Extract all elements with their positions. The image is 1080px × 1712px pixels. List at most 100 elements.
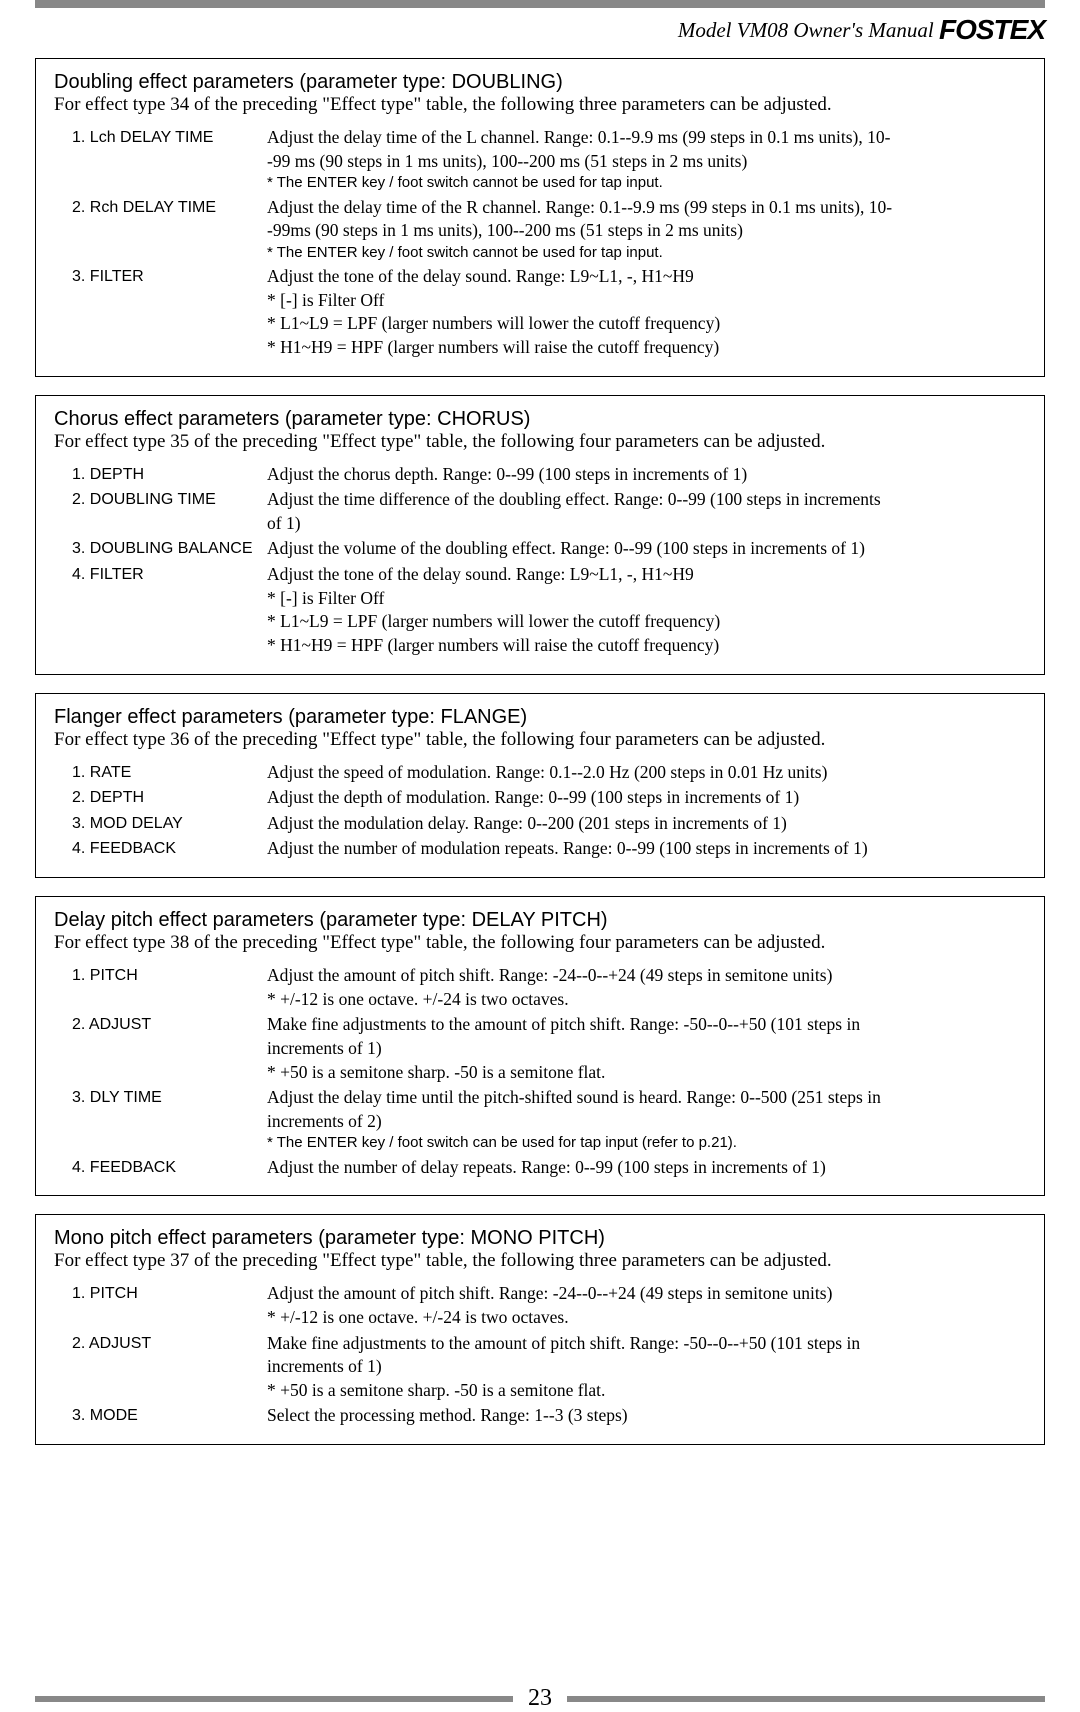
- param-name: 2. ADJUST: [72, 1013, 267, 1084]
- param-row: 1. DEPTHAdjust the chorus depth. Range: …: [72, 463, 1026, 487]
- param-line: * +50 is a semitone sharp. -50 is a semi…: [267, 1379, 1026, 1403]
- param-line: -99ms (90 steps in 1 ms units), 100--200…: [267, 219, 1026, 243]
- footer-line-left: [35, 1696, 513, 1702]
- section-title: Doubling effect parameters (parameter ty…: [54, 71, 1026, 94]
- param-description: Adjust the amount of pitch shift. Range:…: [267, 1282, 1026, 1329]
- param-description: Make fine adjustments to the amount of p…: [267, 1013, 1026, 1084]
- brand-logo: FOSTEX: [939, 14, 1045, 45]
- param-name: 1. PITCH: [72, 1282, 267, 1329]
- parameter-section: Chorus effect parameters (parameter type…: [35, 395, 1045, 675]
- param-description: Adjust the delay time of the R channel. …: [267, 196, 1026, 264]
- param-name: 1. Lch DELAY TIME: [72, 126, 267, 194]
- param-description: Adjust the number of modulation repeats.…: [267, 837, 1026, 861]
- param-line: -99 ms (90 steps in 1 ms units), 100--20…: [267, 150, 1026, 174]
- param-line: of 1): [267, 512, 1026, 536]
- param-name: 3. MOD DELAY: [72, 812, 267, 836]
- param-row: 4. FILTERAdjust the tone of the delay so…: [72, 563, 1026, 658]
- param-description: Adjust the number of delay repeats. Rang…: [267, 1156, 1026, 1180]
- param-line: * The ENTER key / foot switch cannot be …: [267, 243, 1026, 263]
- param-row: 2. DOUBLING TIMEAdjust the time differen…: [72, 488, 1026, 535]
- section-subtitle: For effect type 35 of the preceding "Eff…: [54, 431, 1026, 453]
- section-title: Delay pitch effect parameters (parameter…: [54, 909, 1026, 932]
- param-row: 2. ADJUSTMake fine adjustments to the am…: [72, 1332, 1026, 1403]
- param-description: Adjust the chorus depth. Range: 0--99 (1…: [267, 463, 1026, 487]
- parameter-section: Doubling effect parameters (parameter ty…: [35, 58, 1045, 377]
- param-line: Adjust the delay time of the R channel. …: [267, 196, 1026, 220]
- parameter-section: Flanger effect parameters (parameter typ…: [35, 693, 1045, 879]
- param-line: * [-] is Filter Off: [267, 587, 1026, 611]
- param-row: 2. ADJUSTMake fine adjustments to the am…: [72, 1013, 1026, 1084]
- section-title: Chorus effect parameters (parameter type…: [54, 408, 1026, 431]
- param-name: 3. DLY TIME: [72, 1086, 267, 1154]
- header-bar: [35, 0, 1045, 8]
- param-description: Adjust the tone of the delay sound. Rang…: [267, 563, 1026, 658]
- param-line: increments of 1): [267, 1037, 1026, 1061]
- param-name: 2. DOUBLING TIME: [72, 488, 267, 535]
- param-name: 3. MODE: [72, 1404, 267, 1428]
- param-line: * L1~L9 = LPF (larger numbers will lower…: [267, 312, 1026, 336]
- param-line: * +50 is a semitone sharp. -50 is a semi…: [267, 1061, 1026, 1085]
- param-row: 3. MODESelect the processing method. Ran…: [72, 1404, 1026, 1428]
- param-line: * +/-12 is one octave. +/-24 is two octa…: [267, 1306, 1026, 1330]
- param-name: 2. Rch DELAY TIME: [72, 196, 267, 264]
- param-description: Adjust the delay time of the L channel. …: [267, 126, 1026, 194]
- param-line: Make fine adjustments to the amount of p…: [267, 1013, 1026, 1037]
- param-row: 3. DOUBLING BALANCEAdjust the volume of …: [72, 537, 1026, 561]
- param-line: Adjust the amount of pitch shift. Range:…: [267, 964, 1026, 988]
- param-description: Select the processing method. Range: 1--…: [267, 1404, 1026, 1428]
- param-row: 4. FEEDBACKAdjust the number of delay re…: [72, 1156, 1026, 1180]
- page-header: Model VM08 Owner's Manual FOSTEX: [0, 14, 1080, 58]
- param-row: 1. Lch DELAY TIMEAdjust the delay time o…: [72, 126, 1026, 194]
- section-title: Flanger effect parameters (parameter typ…: [54, 706, 1026, 729]
- param-line: Select the processing method. Range: 1--…: [267, 1404, 1026, 1428]
- param-description: Adjust the tone of the delay sound. Rang…: [267, 265, 1026, 360]
- param-name: 3. DOUBLING BALANCE: [72, 537, 267, 561]
- section-title: Mono pitch effect parameters (parameter …: [54, 1227, 1026, 1250]
- param-line: Make fine adjustments to the amount of p…: [267, 1332, 1026, 1356]
- param-name: 4. FILTER: [72, 563, 267, 658]
- param-row: 3. DLY TIMEAdjust the delay time until t…: [72, 1086, 1026, 1154]
- param-name: 3. FILTER: [72, 265, 267, 360]
- param-description: Adjust the depth of modulation. Range: 0…: [267, 786, 1026, 810]
- param-line: * H1~H9 = HPF (larger numbers will raise…: [267, 634, 1026, 658]
- manual-title: Model VM08 Owner's Manual: [678, 18, 934, 42]
- param-line: Adjust the tone of the delay sound. Rang…: [267, 265, 1026, 289]
- param-row: 1. PITCHAdjust the amount of pitch shift…: [72, 964, 1026, 1011]
- param-line: Adjust the depth of modulation. Range: 0…: [267, 786, 1026, 810]
- param-description: Adjust the volume of the doubling effect…: [267, 537, 1026, 561]
- section-subtitle: For effect type 34 of the preceding "Eff…: [54, 94, 1026, 116]
- param-line: * +/-12 is one octave. +/-24 is two octa…: [267, 988, 1026, 1012]
- param-line: Adjust the number of delay repeats. Rang…: [267, 1156, 1026, 1180]
- param-name: 2. DEPTH: [72, 786, 267, 810]
- param-description: Adjust the time difference of the doubli…: [267, 488, 1026, 535]
- param-line: Adjust the delay time until the pitch-sh…: [267, 1086, 1026, 1110]
- param-description: Make fine adjustments to the amount of p…: [267, 1332, 1026, 1403]
- param-description: Adjust the speed of modulation. Range: 0…: [267, 761, 1026, 785]
- param-line: * The ENTER key / foot switch cannot be …: [267, 173, 1026, 193]
- param-name: 1. RATE: [72, 761, 267, 785]
- param-line: Adjust the tone of the delay sound. Rang…: [267, 563, 1026, 587]
- section-subtitle: For effect type 37 of the preceding "Eff…: [54, 1250, 1026, 1272]
- param-row: 3. FILTERAdjust the tone of the delay so…: [72, 265, 1026, 360]
- param-line: * The ENTER key / foot switch can be use…: [267, 1133, 1026, 1153]
- param-line: Adjust the volume of the doubling effect…: [267, 537, 1026, 561]
- param-name: 4. FEEDBACK: [72, 1156, 267, 1180]
- param-line: Adjust the modulation delay. Range: 0--2…: [267, 812, 1026, 836]
- param-row: 1. PITCHAdjust the amount of pitch shift…: [72, 1282, 1026, 1329]
- parameter-section: Mono pitch effect parameters (parameter …: [35, 1214, 1045, 1445]
- param-line: * H1~H9 = HPF (larger numbers will raise…: [267, 336, 1026, 360]
- param-description: Adjust the amount of pitch shift. Range:…: [267, 964, 1026, 1011]
- param-name: 1. PITCH: [72, 964, 267, 1011]
- param-line: Adjust the number of modulation repeats.…: [267, 837, 1026, 861]
- param-line: Adjust the chorus depth. Range: 0--99 (1…: [267, 463, 1026, 487]
- footer-line-right: [567, 1696, 1045, 1702]
- param-line: increments of 1): [267, 1355, 1026, 1379]
- param-line: Adjust the time difference of the doubli…: [267, 488, 1026, 512]
- param-line: Adjust the speed of modulation. Range: 0…: [267, 761, 1026, 785]
- section-subtitle: For effect type 38 of the preceding "Eff…: [54, 932, 1026, 954]
- param-row: 3. MOD DELAYAdjust the modulation delay.…: [72, 812, 1026, 836]
- parameter-section: Delay pitch effect parameters (parameter…: [35, 896, 1045, 1196]
- param-row: 1. RATEAdjust the speed of modulation. R…: [72, 761, 1026, 785]
- param-name: 4. FEEDBACK: [72, 837, 267, 861]
- param-line: Adjust the delay time of the L channel. …: [267, 126, 1026, 150]
